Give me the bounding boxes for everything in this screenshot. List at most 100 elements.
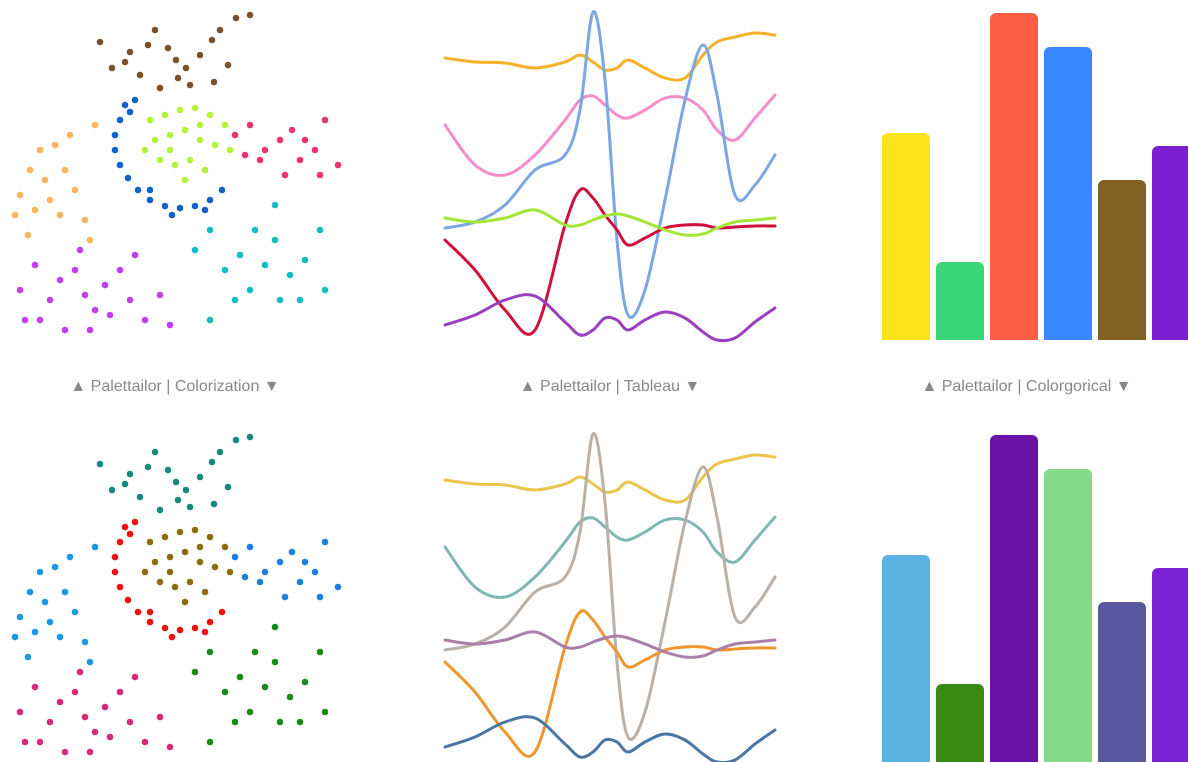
- scatter-point: [26, 166, 34, 174]
- scatter-point: [41, 598, 49, 606]
- scatter-point: [144, 41, 152, 49]
- scatter-point: [210, 78, 218, 86]
- scatter-point: [21, 738, 29, 746]
- scatter-point: [101, 703, 109, 711]
- bar: [1152, 146, 1188, 340]
- scatter-point: [121, 480, 129, 488]
- scatter-point: [106, 733, 114, 741]
- scatter-point: [61, 326, 69, 334]
- scatter-point: [221, 266, 229, 274]
- scatter-point: [156, 84, 164, 92]
- scatter-point: [146, 116, 154, 124]
- scatter-point: [146, 186, 154, 194]
- line: [443, 10, 777, 319]
- scatter-point: [201, 166, 209, 174]
- scatter-point: [156, 156, 164, 164]
- scatter-point: [164, 44, 172, 52]
- scatter-point: [168, 633, 176, 641]
- line: [443, 715, 777, 762]
- scatter-point: [141, 738, 149, 746]
- scatter-point: [206, 196, 214, 204]
- scatter-point: [191, 246, 199, 254]
- scatter-point: [71, 266, 79, 274]
- scatter-point: [146, 196, 154, 204]
- scatter-point: [316, 593, 324, 601]
- scatter-point: [91, 728, 99, 736]
- scatter-point: [126, 108, 134, 116]
- scatter-point: [261, 568, 269, 576]
- line: [443, 630, 777, 659]
- scatter-point: [261, 146, 269, 154]
- scatter-point: [21, 316, 29, 324]
- bar: [1152, 568, 1188, 762]
- scatter-point: [281, 171, 289, 179]
- scatter-point: [121, 58, 129, 66]
- scatter-point: [201, 628, 209, 636]
- scatter-point: [216, 448, 224, 456]
- scatter-point: [232, 436, 240, 444]
- scatter-point: [51, 141, 59, 149]
- scatter-point: [296, 156, 304, 164]
- scatter-point: [174, 74, 182, 82]
- scatter-point: [316, 226, 324, 234]
- scatter-point: [108, 64, 116, 72]
- scatter-point: [166, 743, 174, 751]
- scatter-point: [296, 296, 304, 304]
- scatter-point: [288, 548, 296, 556]
- scatter-point: [221, 688, 229, 696]
- scatter-point: [131, 96, 139, 104]
- scatter-point: [181, 176, 189, 184]
- scatter-point: [286, 693, 294, 701]
- scatter-point: [86, 236, 94, 244]
- scatter-point: [196, 136, 204, 144]
- scatter-point: [161, 533, 169, 541]
- scatter-point: [11, 633, 19, 641]
- scatter-point: [156, 506, 164, 514]
- scatter-point: [256, 578, 264, 586]
- scatter-point: [301, 558, 309, 566]
- scatter-point: [218, 186, 226, 194]
- scatter-point: [261, 261, 269, 269]
- scatter-point: [26, 588, 34, 596]
- scatter-point: [186, 578, 194, 586]
- bar: [882, 555, 930, 762]
- scatter-point: [296, 718, 304, 726]
- scatter-point: [226, 146, 234, 154]
- scatter-point: [191, 624, 199, 632]
- scatter-point: [196, 51, 204, 59]
- scatter-point: [96, 460, 104, 468]
- line: [443, 432, 777, 741]
- scatter-point: [56, 276, 64, 284]
- scatter-point: [226, 568, 234, 576]
- scatter-point: [191, 202, 199, 210]
- scatter-point: [221, 543, 229, 551]
- scatter-point: [286, 271, 294, 279]
- scatter-point: [191, 668, 199, 676]
- scatter-point: [16, 191, 24, 199]
- scatter-point: [108, 486, 116, 494]
- scatter-point: [91, 543, 99, 551]
- scatter-point: [206, 226, 214, 234]
- scatter-point: [166, 131, 174, 139]
- scatter-point: [224, 483, 232, 491]
- scatter-point: [71, 608, 79, 616]
- scatter-point: [36, 568, 44, 576]
- scatter-point: [106, 311, 114, 319]
- scatter-point: [201, 206, 209, 214]
- scatter-point: [46, 296, 54, 304]
- scatter-point: [111, 568, 119, 576]
- scatter-point: [164, 466, 172, 474]
- scatter-point: [186, 81, 194, 89]
- scatter-point: [124, 596, 132, 604]
- bar: [1098, 180, 1146, 340]
- scatter-point: [172, 56, 180, 64]
- scatter-point: [96, 38, 104, 46]
- scatter-point: [81, 216, 89, 224]
- scatter-point: [301, 678, 309, 686]
- scatter-point: [126, 296, 134, 304]
- scatter-point: [181, 126, 189, 134]
- scatter-point: [241, 151, 249, 159]
- scatter-point: [231, 718, 239, 726]
- scatter-point: [208, 36, 216, 44]
- scatter-point: [46, 718, 54, 726]
